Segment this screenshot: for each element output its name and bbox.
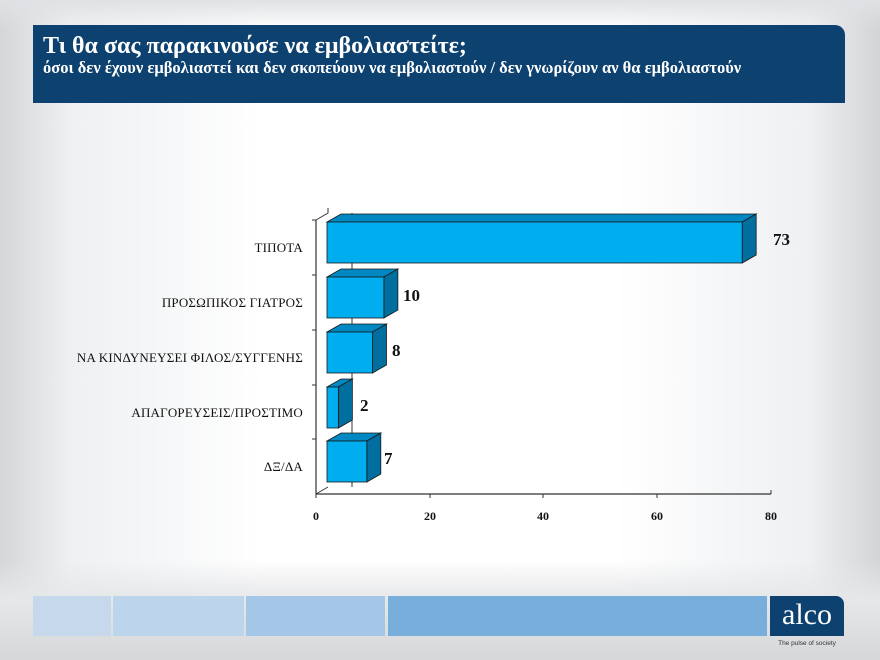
bar-3	[326, 386, 339, 429]
bar-1	[326, 276, 385, 319]
x-tick-label: 0	[313, 509, 319, 523]
bar-4	[326, 440, 368, 483]
axis-depth-edge	[315, 208, 329, 221]
slide-title: Τι θα σας παρακινούσε να εμβολιαστείτε;	[43, 33, 467, 59]
bar-side-face	[383, 268, 399, 319]
bar-top-face	[325, 213, 758, 223]
x-tick-label: 60	[651, 509, 663, 523]
x-tick-label: 40	[537, 509, 549, 523]
category-label: ΑΠΑΓΟΡΕΥΣΕΙΣ/ΠΡΟΣΤΙΜΟ	[131, 405, 303, 420]
footer-stripe	[246, 596, 385, 636]
category-label: ΔΞ/ΔΑ	[263, 459, 303, 474]
title-banner: Τι θα σας παρακινούσε να εμβολιαστείτε; …	[33, 25, 845, 103]
bar-side-face	[741, 213, 757, 264]
footer-stripe	[388, 596, 767, 636]
x-tick-label: 20	[424, 509, 436, 523]
axis-depth-edge-bottom	[315, 486, 329, 495]
slide-subtitle: όσοι δεν έχουν εμβολιαστεί και δεν σκοπε…	[43, 58, 742, 77]
bar-0	[326, 221, 743, 264]
bars-group	[325, 213, 758, 483]
value-label: 8	[392, 341, 401, 360]
logo-tagline: The pulse of society	[778, 640, 836, 647]
bar-side-face	[366, 432, 382, 483]
x-tick-label: 80	[765, 509, 777, 523]
category-label: ΠΡΟΣΩΠΙΚΟΣ ΓΙΑΤΡΟΣ	[161, 295, 303, 310]
category-label: ΤΙΠΟΤΑ	[254, 240, 303, 255]
alco-logo: alco	[770, 596, 844, 636]
category-label: ΝΑ ΚΙΝΔΥΝΕΥΣΕΙ ΦΙΛΟΣ/ΣΥΓΓΕΝΗΣ	[76, 350, 303, 365]
bar-2	[326, 331, 373, 374]
chart-plot	[312, 208, 772, 498]
bar-side-face	[372, 323, 387, 374]
value-label: 10	[403, 286, 420, 305]
value-label: 7	[384, 449, 393, 468]
bar-side-face	[337, 378, 353, 429]
value-label: 2	[360, 396, 369, 415]
footer-stripe	[113, 596, 244, 636]
footer-stripe	[33, 596, 111, 636]
value-label: 73	[773, 230, 790, 249]
bar-chart: ΤΙΠΟΤΑ ΠΡΟΣΩΠΙΚΟΣ ΓΙΑΤΡΟΣ ΝΑ ΚΙΝΔΥΝΕΥΣΕΙ…	[76, 208, 790, 523]
